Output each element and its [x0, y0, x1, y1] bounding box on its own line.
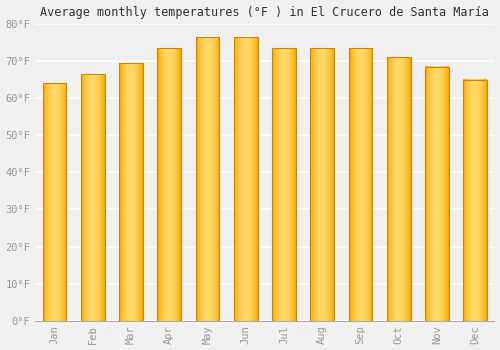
- Bar: [81, 74, 104, 321]
- Bar: [119, 63, 143, 321]
- Bar: [387, 57, 410, 321]
- Bar: [348, 48, 372, 321]
- Bar: [196, 37, 220, 321]
- Title: Average monthly temperatures (°F ) in El Crucero de Santa María: Average monthly temperatures (°F ) in El…: [40, 6, 490, 19]
- Bar: [234, 37, 258, 321]
- Bar: [272, 48, 296, 321]
- Bar: [158, 48, 181, 321]
- Bar: [464, 79, 487, 321]
- Bar: [310, 48, 334, 321]
- Bar: [425, 66, 449, 321]
- Bar: [42, 83, 66, 321]
